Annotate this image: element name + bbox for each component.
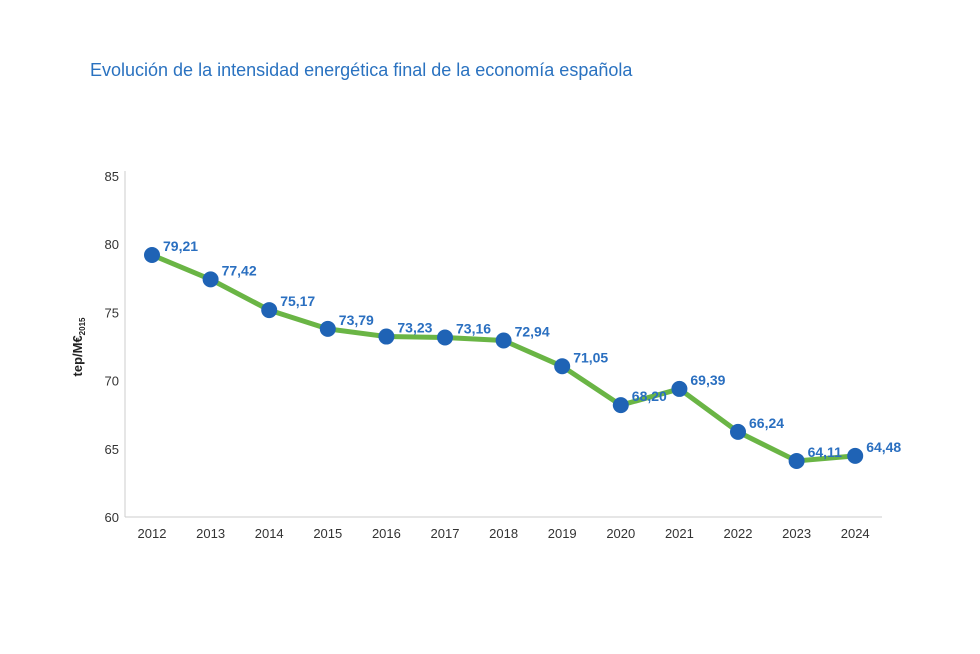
data-label: 79,21 — [163, 238, 198, 254]
data-label: 64,11 — [808, 444, 842, 460]
x-tick-label: 2017 — [431, 526, 460, 541]
data-label: 73,79 — [339, 312, 374, 328]
data-point — [378, 328, 395, 345]
data-point — [612, 397, 629, 414]
data-label: 66,24 — [749, 415, 784, 431]
x-tick-label: 2024 — [841, 526, 870, 541]
x-tick-label: 2018 — [489, 526, 518, 541]
data-point — [319, 320, 336, 337]
data-point — [144, 246, 160, 263]
x-tick-label: 2019 — [548, 526, 577, 541]
data-label: 73,23 — [397, 320, 432, 336]
x-tick-label: 2015 — [313, 526, 342, 541]
data-point — [437, 329, 453, 346]
data-point — [788, 452, 805, 469]
data-label: 68,20 — [632, 388, 667, 404]
x-tick-label: 2020 — [606, 526, 635, 541]
data-label: 73,16 — [456, 320, 491, 336]
y-tick-label: 65 — [105, 442, 119, 457]
data-point — [261, 302, 278, 319]
data-label: 72,94 — [515, 323, 550, 339]
data-point — [730, 423, 746, 440]
y-tick-label: 85 — [105, 169, 119, 184]
y-tick-label: 70 — [105, 374, 119, 389]
x-tick-label: 2012 — [138, 526, 167, 541]
y-axis-label: tep/M€2015 — [70, 317, 87, 377]
x-tick-label: 2021 — [665, 526, 694, 541]
data-point — [202, 271, 219, 288]
x-tick-label: 2022 — [724, 526, 753, 541]
data-point — [554, 358, 571, 375]
data-point — [495, 332, 512, 349]
data-label: 64,48 — [866, 439, 901, 455]
chart-title: Evolución de la intensidad energética fi… — [90, 60, 633, 80]
data-label: 71,05 — [573, 349, 608, 365]
data-label: 77,42 — [222, 262, 257, 278]
data-point — [847, 447, 864, 464]
x-tick-label: 2013 — [196, 526, 225, 541]
data-label: 69,39 — [690, 372, 725, 388]
x-tick-label: 2014 — [255, 526, 284, 541]
y-tick-label: 75 — [105, 305, 119, 320]
y-tick-label: 60 — [105, 510, 119, 525]
data-label: 75,17 — [280, 293, 315, 309]
data-point — [671, 380, 688, 397]
x-tick-label: 2016 — [372, 526, 401, 541]
y-tick-label: 80 — [105, 237, 119, 252]
x-tick-label: 2023 — [782, 526, 811, 541]
